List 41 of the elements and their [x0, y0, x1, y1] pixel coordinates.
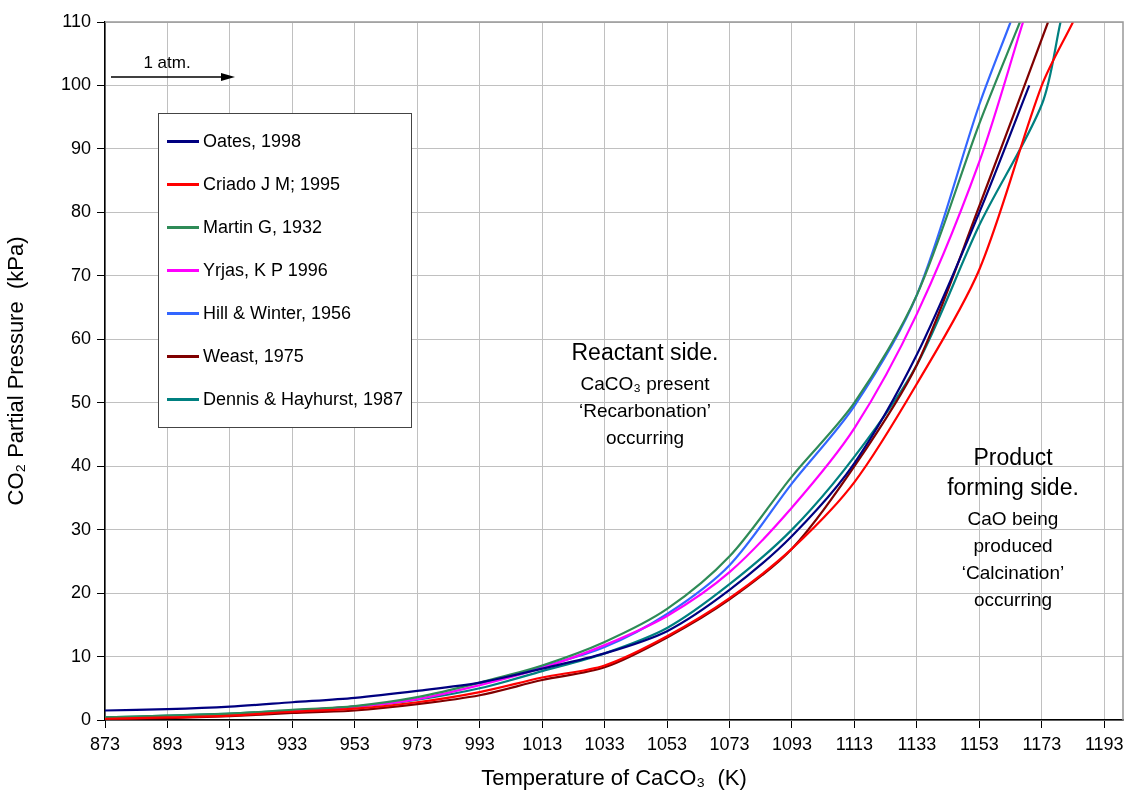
legend-label: Weast, 1975	[203, 345, 304, 368]
legend-label: Criado J M; 1995	[203, 173, 341, 196]
x-tick-label: 1053	[647, 733, 688, 754]
x-tick-label: 933	[277, 733, 308, 754]
x-tick-label: 1193	[1084, 733, 1124, 754]
x-tick-label: 1093	[771, 733, 813, 754]
legend-label: Martin G, 1932	[203, 216, 323, 239]
x-tick-label: 1113	[835, 733, 874, 754]
y-tick-label: 80	[70, 201, 91, 222]
y-tick-label: 0	[80, 708, 91, 729]
y-tick-label: 100	[60, 74, 91, 95]
x-tick-label: 913	[214, 733, 245, 754]
y-tick-label: 40	[70, 455, 91, 476]
x-tick-label: 1173	[1022, 733, 1062, 754]
legend-label: Dennis & Hayhurst, 1987	[203, 388, 404, 411]
y-tick-label: 110	[62, 10, 91, 31]
x-tick-label: 953	[339, 733, 370, 754]
x-tick-label: 1013	[522, 733, 563, 754]
y-tick-label: 20	[70, 582, 91, 603]
legend-label: Oates, 1998	[203, 130, 302, 153]
x-tick-label: 973	[402, 733, 433, 754]
y-tick-label: 10	[70, 645, 91, 666]
x-tick-label: 873	[89, 733, 121, 754]
annotation: Reactant side. CaCO₃ present ‘Recarbonation’ occurring	[571, 339, 719, 448]
legend-label: Hill & Winter, 1956	[203, 302, 352, 325]
y-tick-label: 70	[70, 264, 91, 285]
x-tick-label: 993	[464, 733, 495, 754]
y-tick-label: 60	[70, 328, 91, 349]
y-tick-label: 50	[70, 391, 91, 412]
annotation: Product forming side. CaO being produced ‘Calcination’ occurring	[947, 444, 1079, 610]
x-axis-title: Temperature of CaCO₃ (K)	[481, 764, 747, 790]
x-tick-label: 893	[152, 733, 183, 754]
x-tick-label: 1033	[584, 733, 625, 754]
x-tick-label: 1153	[960, 733, 999, 754]
y-tick-label: 30	[70, 518, 91, 539]
y-tick-label: 90	[70, 137, 91, 158]
legend-label: Yrjas, K P 1996	[203, 259, 328, 282]
y-axis-title: CO₂ Partial Pressure (kPa)	[3, 236, 29, 506]
annotation: 1 atm.	[143, 53, 191, 72]
x-tick-label: 1073	[709, 733, 750, 754]
x-tick-label: 1133	[897, 733, 937, 754]
